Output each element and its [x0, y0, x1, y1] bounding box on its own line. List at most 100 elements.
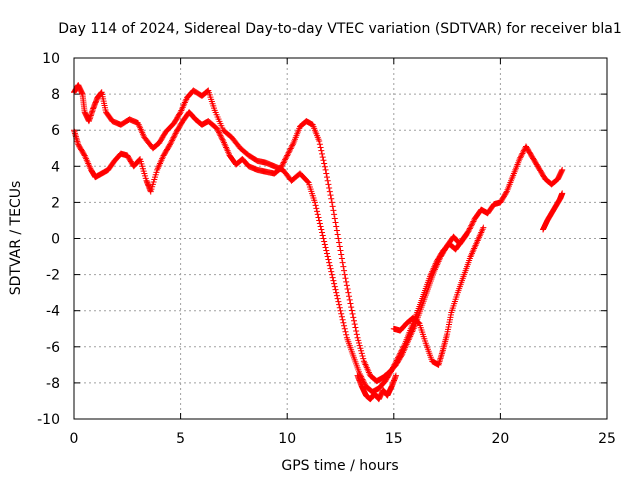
- data-point: [218, 133, 225, 140]
- data-point: [169, 136, 176, 143]
- data-point: [356, 342, 363, 349]
- x-axis-label: GPS time / hours: [281, 458, 398, 474]
- data-point: [288, 144, 295, 151]
- data-point: [323, 247, 330, 254]
- data-point: [331, 215, 338, 222]
- data-point: [338, 313, 345, 320]
- data-point: [321, 238, 328, 245]
- data-point: [336, 304, 343, 311]
- data-point: [342, 328, 349, 335]
- x-tick-label: 15: [385, 431, 403, 447]
- data-point: [329, 274, 336, 281]
- data-point: [360, 379, 367, 386]
- data-point: [469, 219, 476, 226]
- data-point: [415, 319, 422, 326]
- data-point: [351, 321, 358, 328]
- data-point: [335, 298, 342, 305]
- data-point: [341, 322, 348, 329]
- data-point: [169, 137, 176, 144]
- data-point: [324, 177, 331, 184]
- data-point: [166, 141, 173, 148]
- y-tick-label: 10: [42, 51, 60, 67]
- data-point: [317, 144, 324, 151]
- series-track-A: [71, 82, 566, 395]
- data-point: [358, 350, 365, 357]
- y-tick-label: -6: [46, 340, 60, 356]
- y-tick-label: -8: [46, 376, 60, 392]
- data-point: [282, 156, 289, 163]
- data-point: [327, 265, 334, 272]
- data-point: [325, 256, 332, 263]
- data-point: [355, 337, 362, 344]
- data-point: [559, 166, 566, 173]
- data-point: [323, 170, 330, 177]
- data-point: [215, 129, 222, 136]
- series-track-C: [390, 224, 487, 368]
- y-tick-label: -10: [37, 412, 60, 428]
- plot-marks: [71, 82, 566, 403]
- series-track-D: [540, 190, 566, 233]
- data-point: [466, 225, 473, 232]
- x-tick-label: 5: [176, 431, 185, 447]
- data-point: [219, 136, 226, 143]
- data-point: [322, 166, 329, 173]
- data-point: [518, 151, 525, 158]
- data-point: [336, 301, 343, 308]
- x-tick-label: 10: [278, 431, 296, 447]
- data-point: [287, 146, 294, 153]
- data-point: [342, 275, 349, 282]
- data-point: [284, 152, 291, 159]
- data-point: [80, 151, 87, 158]
- data-point: [316, 138, 323, 145]
- y-tick-label: 4: [51, 159, 60, 175]
- data-point: [171, 131, 178, 138]
- data-point: [328, 199, 335, 206]
- data-point: [465, 228, 472, 235]
- y-tick-label: 8: [51, 87, 60, 103]
- data-point: [168, 138, 175, 145]
- data-point: [315, 214, 322, 221]
- data-point: [517, 154, 524, 161]
- data-point: [338, 251, 345, 258]
- data-point: [284, 151, 291, 158]
- data-point: [392, 372, 399, 379]
- data-point: [326, 262, 333, 269]
- data-point: [323, 174, 330, 181]
- data-point: [326, 184, 333, 191]
- plot-frame: [73, 57, 608, 420]
- data-point: [345, 289, 352, 296]
- data-point: [470, 218, 477, 225]
- data-point: [326, 259, 333, 266]
- data-point: [354, 334, 361, 341]
- data-point: [324, 253, 331, 260]
- x-tick-labels: 0 5 10 15 20 25: [70, 431, 616, 447]
- data-point: [321, 163, 328, 170]
- data-point: [319, 154, 326, 161]
- data-point: [330, 277, 337, 284]
- x-tick-label: 25: [598, 431, 616, 447]
- data-point: [338, 310, 345, 317]
- data-point: [331, 280, 338, 287]
- data-point: [344, 286, 351, 293]
- data-point: [283, 153, 290, 160]
- data-point: [518, 153, 525, 160]
- data-point: [322, 244, 329, 251]
- data-point: [468, 222, 475, 229]
- data-point: [287, 145, 294, 152]
- data-point: [176, 110, 183, 117]
- data-point: [332, 219, 339, 226]
- data-point: [360, 355, 367, 362]
- data-point: [320, 157, 327, 164]
- data-point: [316, 217, 323, 224]
- data-point: [353, 331, 360, 338]
- data-point: [330, 207, 337, 214]
- data-point: [468, 221, 475, 228]
- data-point: [347, 300, 354, 307]
- data-point: [166, 142, 173, 149]
- data-point: [217, 132, 224, 139]
- data-point: [218, 135, 225, 142]
- data-point: [516, 156, 523, 163]
- data-point: [312, 202, 319, 209]
- data-point: [318, 147, 325, 154]
